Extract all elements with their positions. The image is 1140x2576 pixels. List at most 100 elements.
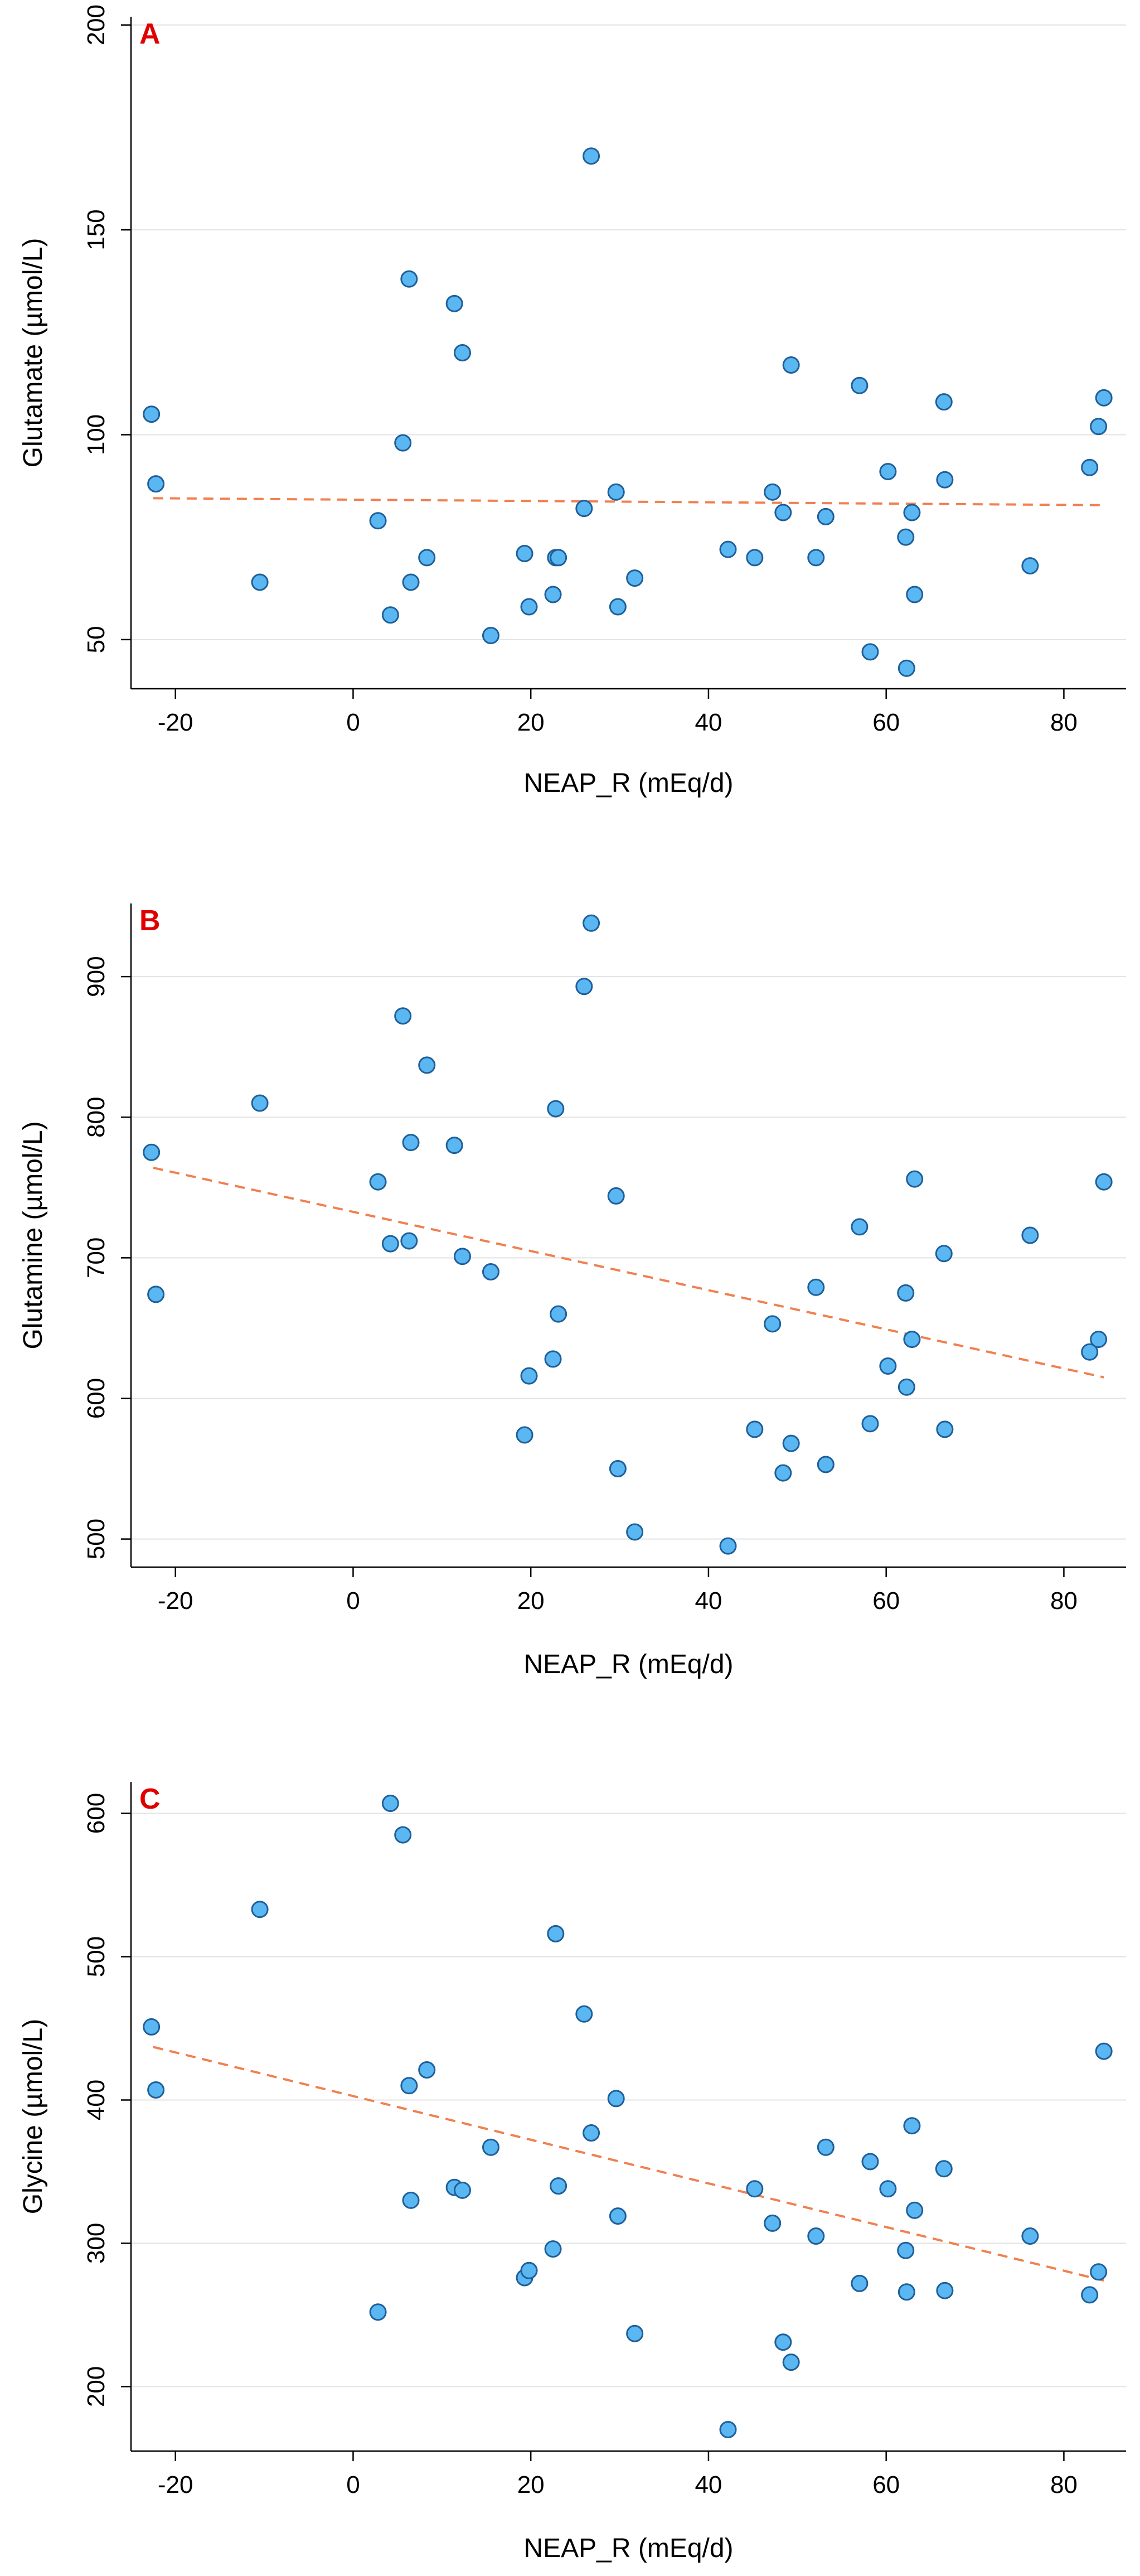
data-point — [147, 2081, 165, 2099]
data-point — [550, 1305, 567, 1323]
panel-letter: B — [139, 905, 161, 937]
data-point — [746, 1420, 764, 1438]
data-point — [583, 2124, 600, 2142]
y-axis-title: Glutamine (µmol/L) — [18, 1121, 48, 1349]
data-point — [936, 1420, 954, 1438]
data-point — [583, 914, 600, 932]
data-point — [897, 528, 915, 546]
data-point — [402, 1134, 420, 1152]
data-point — [903, 1331, 921, 1349]
data-point — [898, 2283, 915, 2301]
data-point — [550, 549, 567, 567]
data-point — [516, 1426, 533, 1444]
data-point — [851, 1218, 869, 1236]
data-point — [1021, 2227, 1039, 2245]
x-tick-label: 40 — [695, 709, 722, 736]
data-point — [418, 2061, 436, 2079]
x-tick-label: 80 — [1050, 1587, 1078, 1615]
data-point — [607, 483, 625, 501]
data-point — [400, 1232, 418, 1250]
data-point — [482, 2138, 499, 2156]
data-point — [547, 1925, 565, 1942]
y-tick-label: 100 — [83, 414, 110, 455]
data-point — [1095, 2042, 1113, 2060]
data-point — [782, 1434, 800, 1452]
data-point — [764, 1315, 782, 1333]
data-point — [575, 978, 593, 995]
x-tick-label: -20 — [158, 1587, 193, 1615]
y-tick-label: 500 — [83, 1519, 110, 1559]
y-axis-title: Glycine (µmol/L) — [18, 2019, 48, 2214]
data-point — [143, 1143, 161, 1161]
data-point — [418, 1056, 436, 1074]
data-point — [575, 500, 593, 518]
y-tick-label: 600 — [83, 1378, 110, 1419]
data-point — [851, 376, 869, 394]
data-point — [544, 586, 562, 603]
data-point — [400, 2077, 418, 2095]
data-point — [251, 1901, 269, 1918]
data-point — [817, 508, 835, 525]
panel-A: 50 100 150 200 -20 0 20 40 60 80 NEAP_R (mEq/d) Glu… — [18, 4, 1126, 798]
data-point — [906, 1170, 924, 1188]
data-point — [1021, 1226, 1039, 1244]
data-point — [482, 626, 499, 644]
data-point — [626, 2324, 644, 2342]
data-point — [418, 549, 436, 567]
data-point — [879, 1357, 897, 1375]
data-point — [817, 1456, 835, 1473]
data-point — [746, 549, 764, 567]
y-tick-label: 300 — [83, 2223, 110, 2264]
data-point — [394, 434, 412, 452]
data-point — [719, 540, 737, 558]
data-point — [251, 1094, 269, 1112]
data-point — [851, 2274, 869, 2292]
data-point — [1095, 389, 1113, 407]
data-point — [583, 147, 600, 165]
data-point — [147, 1285, 165, 1303]
data-point — [897, 2241, 915, 2259]
data-point — [861, 643, 879, 661]
x-tick-label: 80 — [1050, 709, 1078, 736]
fit-line — [153, 2046, 1104, 2282]
data-point — [609, 598, 627, 616]
data-point — [782, 356, 800, 374]
x-tick-label: 40 — [695, 2471, 722, 2498]
data-point — [402, 2191, 420, 2209]
data-point — [903, 504, 921, 521]
data-point — [935, 1245, 953, 1263]
data-point — [719, 1537, 737, 1555]
data-point — [935, 2160, 953, 2178]
data-point — [482, 1263, 499, 1281]
data-point — [516, 545, 533, 563]
x-tick-label: 60 — [872, 709, 900, 736]
x-tick-label: 20 — [517, 1587, 545, 1615]
y-axis-title: Glutamate (µmol/L) — [18, 238, 48, 468]
data-point — [626, 569, 644, 587]
data-point — [369, 512, 387, 530]
data-point — [520, 598, 538, 616]
data-point — [898, 1378, 915, 1396]
data-point — [782, 2353, 800, 2371]
data-point — [445, 294, 463, 312]
data-point — [764, 2214, 782, 2232]
data-point — [394, 1007, 412, 1025]
y-tick-label: 150 — [83, 209, 110, 250]
data-point — [897, 1284, 915, 1302]
data-point — [544, 2240, 562, 2258]
data-point — [369, 2303, 387, 2321]
x-axis-title: NEAP_R (mEq/d) — [523, 769, 733, 798]
data-point — [547, 1100, 565, 1118]
panel-B: 500 600 700 800 900 -20 0 20 40 60 80 NEAP_R (mEq/d… — [18, 903, 1126, 1679]
data-point — [764, 483, 782, 501]
data-point — [453, 1248, 471, 1265]
data-point — [609, 2207, 627, 2225]
y-tick-label: 600 — [83, 1793, 110, 1834]
data-point — [719, 2420, 737, 2438]
data-point — [935, 393, 953, 411]
y-tick-label: 700 — [83, 1238, 110, 1278]
data-point — [369, 1173, 387, 1191]
data-point — [550, 2177, 567, 2195]
x-tick-label: -20 — [158, 2471, 193, 2498]
y-tick-label: 800 — [83, 1097, 110, 1138]
